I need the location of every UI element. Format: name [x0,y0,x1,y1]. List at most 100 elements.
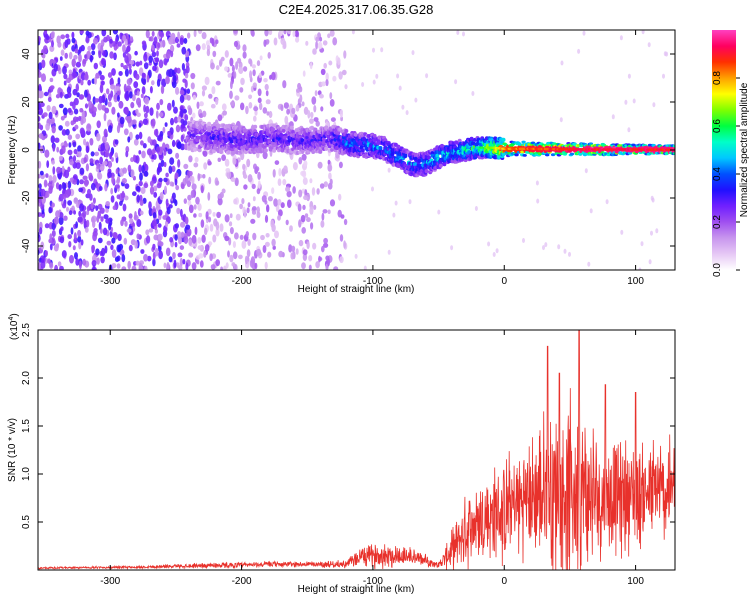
heatmap-noise-cell [619,35,623,41]
heatmap-noise-cell [611,114,615,120]
heatmap-noise-cell [109,38,113,44]
heatmap-noise-cell [78,46,82,53]
heatmap-noise-cell [297,82,302,90]
heatmap-noise-cell [57,261,62,267]
heatmap-ridge-cell [317,129,322,134]
heatmap-noise-cell [584,168,588,174]
heatmap-noise-cell [69,254,74,264]
heatmap-noise-cell [108,125,113,133]
heatmap-noise-cell [136,90,140,96]
heatmap-noise-cell [287,30,292,35]
heatmap-noise-cell [185,224,191,230]
heatmap-noise-cell [174,199,178,207]
heatmap-noise-cell [126,78,132,86]
heatmap-noise-cell [338,193,342,201]
heatmap-noise-cell [163,58,168,65]
heatmap-ridge-cell [313,127,318,132]
heatmap-noise-cell [47,258,51,264]
heatmap-noise-cell [168,256,173,263]
heatmap-noise-cell [89,138,94,146]
heatmap-noise-cell [197,245,203,251]
snr-xtick-label: 0 [501,576,507,587]
heatmap-noise-cell [40,260,46,269]
heatmap-noise-cell [112,205,117,210]
heatmap-noise-cell [38,36,41,42]
heatmap-noise-cell [286,108,290,115]
heatmap-noise-cell [80,79,84,86]
heatmap-noise-cell [100,143,105,152]
heatmap-noise-cell [180,118,185,125]
heatmap-noise-cell [641,30,645,35]
heatmap-noise-cell [267,196,273,202]
heatmap-noise-cell [232,157,237,165]
heatmap-noise-cell [76,92,80,98]
heatmap-noise-cell [248,58,252,65]
heatmap-noise-cell [54,264,59,270]
heatmap-noise-cell [116,90,121,96]
heatmap-noise-cell [171,192,176,200]
heatmap-noise-cell [251,210,257,215]
heatmap-ridge-cell [272,123,277,128]
heatmap-noise-cell [542,245,545,251]
heatmap-noise-cell [261,195,267,203]
heatmap-noise-cell [97,237,103,244]
heatmap-noise-cell [225,262,229,269]
heatmap-noise-cell [195,44,201,52]
heatmap-noise-cell [87,79,92,86]
colorbar: 0.0 0.2 0.4 0.6 0.8 Normalized spectral ampl… [712,30,750,277]
heatmap-noise-cell [587,261,591,267]
heatmap-noise-cell [135,61,140,67]
heatmap-noise-cell [492,252,496,257]
heatmap-noise-cell [127,136,131,143]
heatmap-noise-cell [274,230,279,239]
heatmap-noise-cell [273,198,278,207]
heatmap-noise-cell [137,101,142,108]
heatmap-noise-cell [282,80,287,89]
heatmap-noise-cell [322,40,328,46]
heatmap-noise-cell [249,259,254,268]
heatmap-noise-cell [158,177,163,183]
heatmap-noise-cell [648,259,652,265]
heatmap-noise-cell [115,85,121,91]
heatmap-noise-cell [45,122,50,131]
heatmap-noise-cell [78,210,82,217]
heatmap-noise-cell [145,229,150,236]
heatmap-noise-cell [321,81,326,87]
heatmap-noise-cell [48,185,53,194]
heatmap-noise-cell [63,73,68,80]
heatmap-noise-cell [68,210,73,216]
heatmap-noise-cell [159,130,164,137]
heatmap-ridge-cell [435,153,440,158]
heatmap-noise-cell [104,107,110,114]
snr-ytick-label: 1.0 [21,467,32,481]
heatmap-noise-cell [289,153,294,161]
heatmap-noise-cell [295,248,299,255]
heatmap-ridge-cell [469,136,474,141]
heatmap-noise-cell [140,93,144,99]
heatmap-noise-cell [235,213,241,221]
heatmap-noise-cell [93,62,99,70]
heatmap-noise-cell [59,265,64,270]
heatmap-noise-cell [77,216,83,223]
heatmap-noise-cell [262,107,268,114]
heatmap-noise-cell [64,120,70,127]
heatmap-noise-cell [114,139,119,145]
heatmap-noise-cell [83,218,87,227]
heatmap-noise-cell [89,158,94,164]
heatmap-noise-cell [58,193,64,202]
heatmap-noise-cell [193,162,199,168]
heatmap-noise-cell [79,167,85,175]
heatmap-noise-cell [650,230,653,236]
heatmap-noise-cell [134,50,138,56]
heatmap-noise-cell [200,219,205,228]
heatmap-noise-cell [256,206,261,214]
heatmap-ridge-cell [372,133,377,138]
heatmap-ridge-cell [359,145,364,150]
heatmap-noise-cell [46,105,51,112]
heatmap-noise-cell [302,253,308,261]
heatmap-noise-cell [66,206,69,212]
heatmap-noise-cell [84,54,87,59]
heatmap-noise-cell [191,262,197,270]
heatmap-noise-cell [152,243,156,251]
heatmap-noise-cell [103,214,109,220]
